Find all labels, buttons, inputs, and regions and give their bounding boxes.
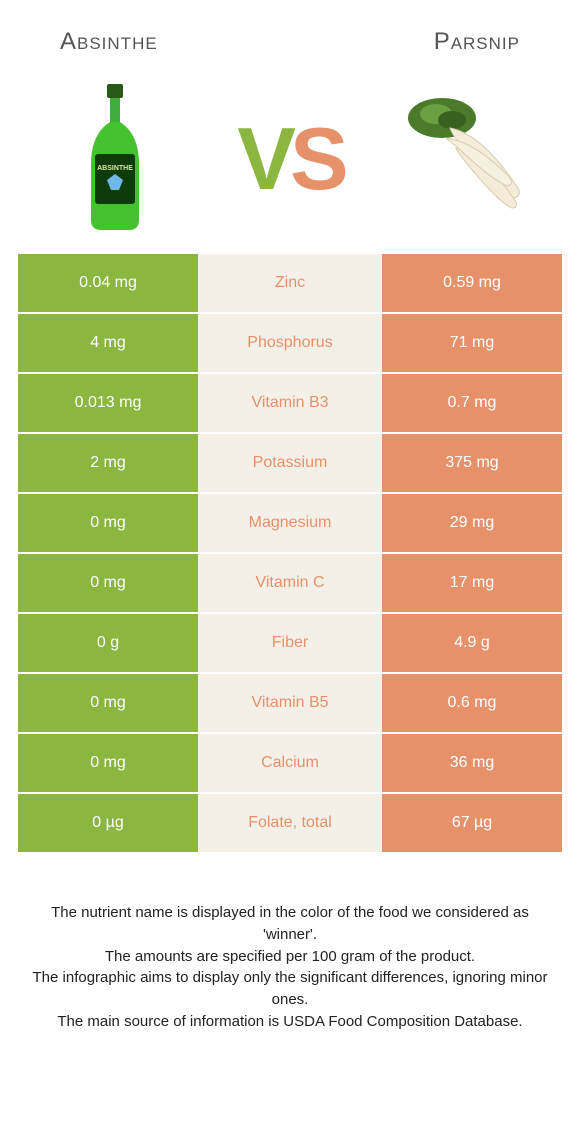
vs-label: VS [237, 108, 342, 210]
vs-s: S [290, 109, 343, 208]
right-value: 36 mg [382, 734, 562, 792]
nutrient-label: Zinc [198, 254, 382, 312]
table-row: 4 mgPhosphorus71 mg [18, 314, 562, 374]
right-value: 375 mg [382, 434, 562, 492]
title-left: Absinthe [60, 28, 158, 56]
nutrient-label: Fiber [198, 614, 382, 672]
svg-text:ABSINTHE: ABSINTHE [97, 165, 133, 172]
left-value: 0 µg [18, 794, 198, 852]
table-row: 0 mgVitamin C17 mg [18, 554, 562, 614]
right-value: 0.7 mg [382, 374, 562, 432]
footnote-line: The amounts are specified per 100 gram o… [30, 946, 550, 968]
nutrient-label: Phosphorus [198, 314, 382, 372]
footnote-line: The main source of information is USDA F… [30, 1011, 550, 1033]
nutrient-label: Vitamin C [198, 554, 382, 612]
right-value: 0.6 mg [382, 674, 562, 732]
right-value: 71 mg [382, 314, 562, 372]
nutrient-label: Folate, total [198, 794, 382, 852]
right-value: 17 mg [382, 554, 562, 612]
right-value: 29 mg [382, 494, 562, 552]
parsnip-image [390, 84, 540, 234]
footnote-line: The infographic aims to display only the… [30, 967, 550, 1011]
left-value: 0.04 mg [18, 254, 198, 312]
left-value: 0.013 mg [18, 374, 198, 432]
table-row: 0 mgVitamin B50.6 mg [18, 674, 562, 734]
left-value: 0 g [18, 614, 198, 672]
table-row: 2 mgPotassium375 mg [18, 434, 562, 494]
nutrient-label: Vitamin B3 [198, 374, 382, 432]
table-row: 0.04 mgZinc0.59 mg [18, 254, 562, 314]
footnotes: The nutrient name is displayed in the co… [0, 854, 580, 1053]
left-value: 4 mg [18, 314, 198, 372]
table-row: 0 mgMagnesium29 mg [18, 494, 562, 554]
table-row: 0 gFiber4.9 g [18, 614, 562, 674]
left-value: 0 mg [18, 494, 198, 552]
left-value: 0 mg [18, 554, 198, 612]
title-right: Parsnip [434, 28, 520, 56]
infographic-root: Absinthe Parsnip ABSINTHE VS [0, 0, 580, 1053]
title-row: Absinthe Parsnip [0, 0, 580, 74]
comparison-table: 0.04 mgZinc0.59 mg4 mgPhosphorus71 mg0.0… [0, 254, 580, 854]
nutrient-label: Vitamin B5 [198, 674, 382, 732]
right-value: 0.59 mg [382, 254, 562, 312]
table-row: 0 mgCalcium36 mg [18, 734, 562, 794]
right-value: 4.9 g [382, 614, 562, 672]
right-value: 67 µg [382, 794, 562, 852]
nutrient-label: Magnesium [198, 494, 382, 552]
table-row: 0.013 mgVitamin B30.7 mg [18, 374, 562, 434]
left-value: 0 mg [18, 674, 198, 732]
vs-v: V [237, 109, 290, 208]
hero-row: ABSINTHE VS [0, 74, 580, 254]
left-value: 0 mg [18, 734, 198, 792]
left-value: 2 mg [18, 434, 198, 492]
absinthe-image: ABSINTHE [40, 84, 190, 234]
nutrient-label: Calcium [198, 734, 382, 792]
footnote-line: The nutrient name is displayed in the co… [30, 902, 550, 946]
nutrient-label: Potassium [198, 434, 382, 492]
table-row: 0 µgFolate, total67 µg [18, 794, 562, 854]
